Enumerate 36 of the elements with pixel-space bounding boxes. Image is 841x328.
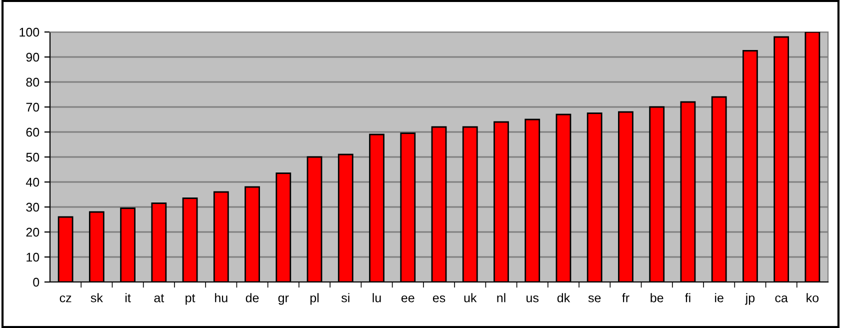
x-tick-label: dk — [557, 293, 570, 302]
x-tick-label: de — [246, 293, 259, 302]
x-tick-label: ie — [715, 293, 724, 302]
x-tick-label: es — [432, 295, 446, 302]
y-tick-label: 60 — [26, 128, 40, 137]
x-tick-label: ee — [401, 295, 414, 302]
y-tick-label: 20 — [26, 228, 40, 237]
x-tick-label: se — [588, 295, 601, 302]
x-tick-label: be — [650, 293, 664, 302]
y-tick-label: 10 — [26, 252, 40, 262]
y-tick-label: 80 — [26, 78, 40, 87]
x-tick-label: jp — [745, 293, 755, 305]
x-tick-label: gr — [278, 295, 289, 305]
x-tick-label: pl — [310, 293, 319, 305]
y-tick-label: 0 — [33, 278, 40, 287]
x-tick-label: us — [526, 295, 539, 302]
x-tick-label: fr — [622, 293, 630, 302]
x-tick-label: fi — [685, 293, 690, 302]
y-tick-label: 70 — [26, 102, 40, 112]
x-tick-label: hu — [215, 293, 228, 302]
x-tick-label: lu — [372, 293, 381, 302]
x-tick-label: ca — [775, 295, 788, 302]
x-tick-label: ko — [806, 293, 819, 302]
y-tick-label: 30 — [26, 202, 40, 212]
y-tick-label: 40 — [26, 178, 40, 187]
x-tick-label: si — [341, 293, 350, 302]
y-tick-label: 100 — [20, 28, 40, 37]
x-tick-label: sk — [90, 293, 103, 302]
y-tick-label: 90 — [26, 52, 40, 62]
x-tick-label: nl — [497, 293, 506, 302]
x-tick-label: uk — [464, 293, 477, 302]
x-tick-label: pt — [186, 294, 196, 305]
y-tick-label: 50 — [26, 152, 40, 162]
x-tick-label: cz — [60, 295, 72, 302]
x-tick-label: at — [154, 294, 164, 302]
x-tick-label: it — [126, 293, 131, 302]
